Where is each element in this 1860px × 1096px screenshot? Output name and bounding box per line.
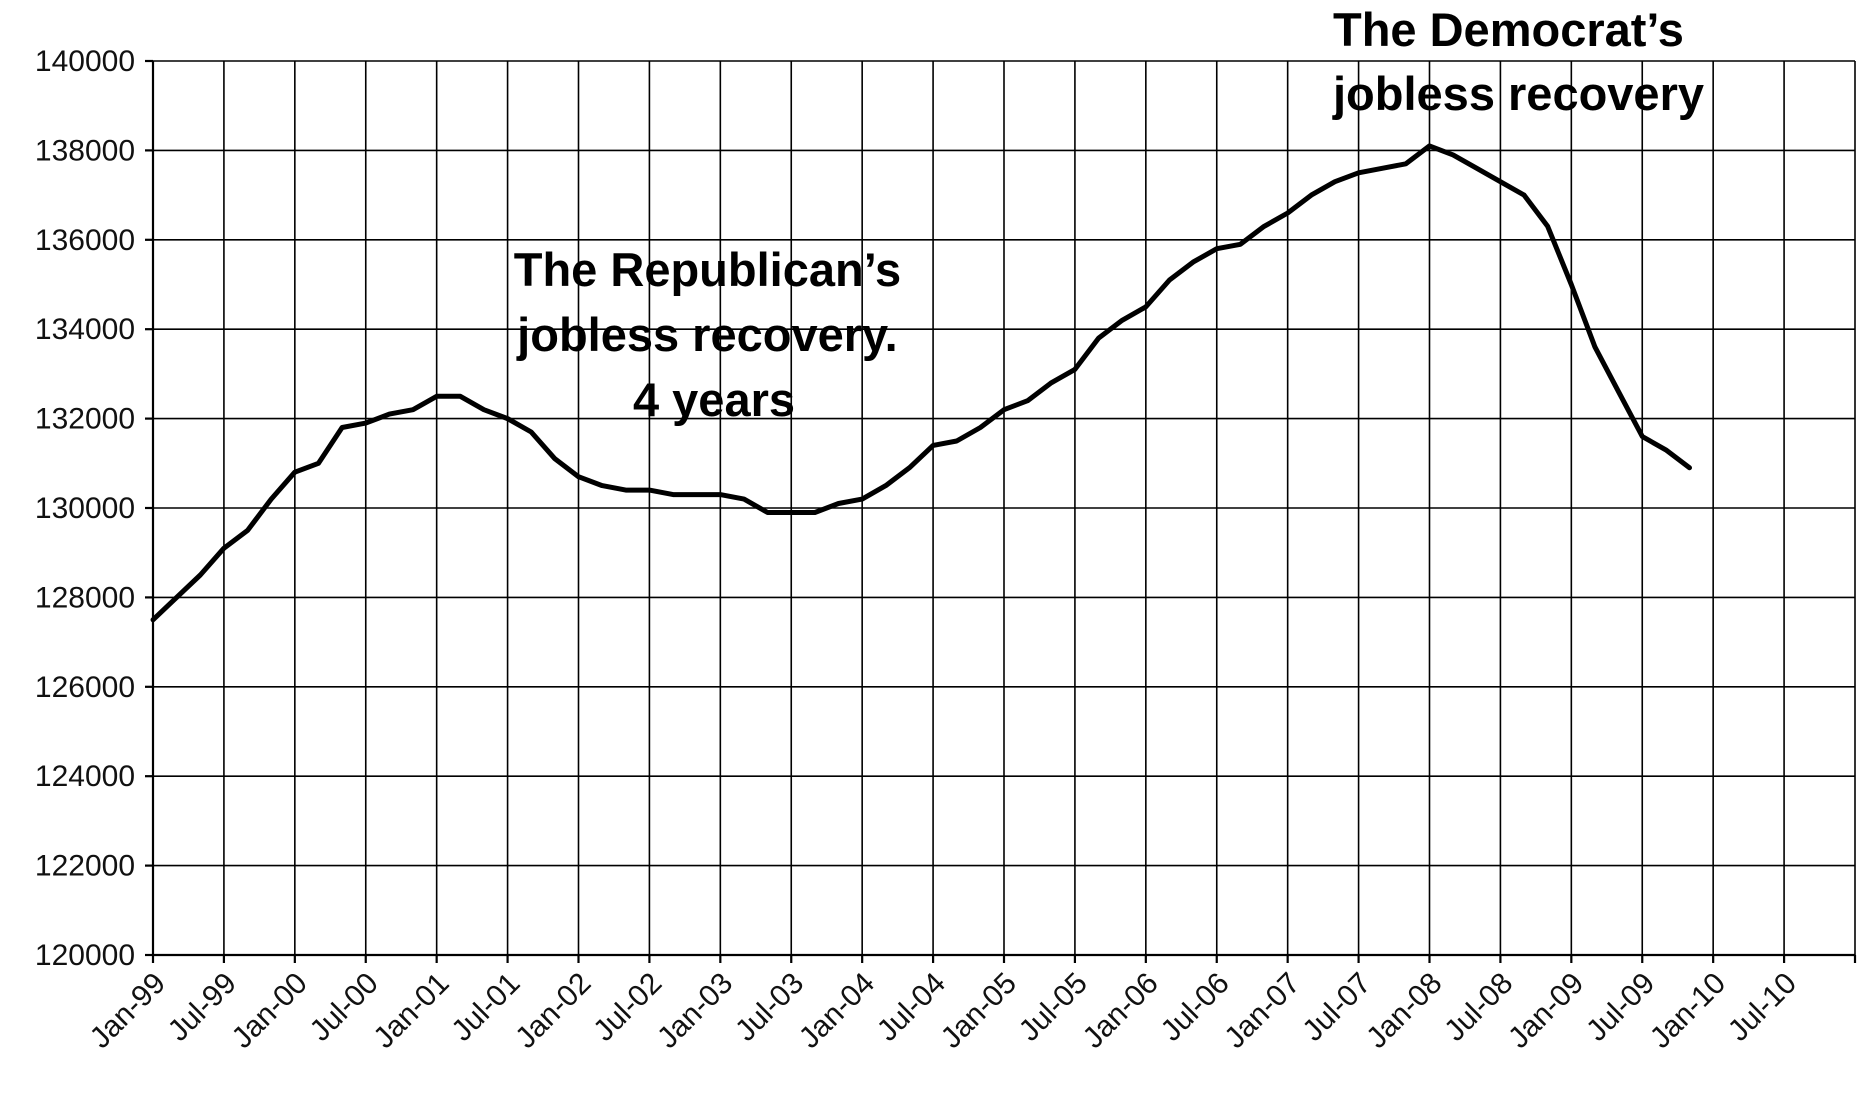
y-tick-label: 122000 xyxy=(35,850,135,883)
x-tick-label: Jan-05 xyxy=(935,967,1023,1055)
x-tick-label: Jan-02 xyxy=(509,967,597,1055)
y-tick-label: 124000 xyxy=(35,760,135,793)
y-tick-label: 128000 xyxy=(35,581,135,614)
x-tick-label: Jul-10 xyxy=(1722,967,1803,1048)
annotation-republican-line-2: jobless recovery. xyxy=(516,308,898,361)
x-tick-label: Jan-06 xyxy=(1077,967,1165,1055)
series-layer xyxy=(150,143,1692,623)
grid-layer xyxy=(152,60,1856,956)
annotation-republican-line-1: The Republican’s xyxy=(514,243,901,296)
employment-series-line xyxy=(150,143,1692,623)
annotation-democrat-line-2: jobless recovery xyxy=(1332,67,1704,120)
annotation-democrat-line-1: The Democrat’s xyxy=(1333,3,1684,56)
y-tick-label: 138000 xyxy=(35,134,135,167)
annotation-republican: The Republican’s jobless recovery. 4 yea… xyxy=(514,243,914,426)
x-tick-label: Jan-08 xyxy=(1360,967,1448,1055)
y-tick-label: 134000 xyxy=(35,313,135,346)
y-tick-label: 136000 xyxy=(35,224,135,257)
axis-layer xyxy=(145,59,1857,963)
annotation-democrat: The Democrat’s jobless recovery xyxy=(1332,3,1704,120)
x-tick-label: Jan-03 xyxy=(651,967,739,1055)
y-tick-label: 120000 xyxy=(35,939,135,972)
x-tick-label: Jan-01 xyxy=(367,967,455,1055)
x-tick-label: Jan-99 xyxy=(84,967,172,1055)
x-tick-label: Jan-00 xyxy=(226,967,314,1055)
x-tick-label: Jan-10 xyxy=(1644,967,1732,1055)
y-tick-labels: 120000 122000 124000 126000 128000 130000 1320… xyxy=(35,45,135,972)
x-tick-labels: Jan-99Jul-99Jan-00Jul-00Jan-01Jul-01Jan-… xyxy=(84,967,1803,1055)
x-tick-label: Jan-07 xyxy=(1218,967,1306,1055)
x-tick-label: Jan-04 xyxy=(793,967,881,1055)
y-tick-label: 132000 xyxy=(35,403,135,436)
y-tick-label: 140000 xyxy=(35,45,135,78)
y-tick-label: 126000 xyxy=(35,671,135,704)
x-tick-label: Jan-09 xyxy=(1502,967,1590,1055)
annotation-layer: The Republican’s jobless recovery. 4 yea… xyxy=(514,3,1704,426)
annotation-republican-line-3: 4 years xyxy=(633,373,795,426)
y-tick-label: 130000 xyxy=(35,492,135,525)
